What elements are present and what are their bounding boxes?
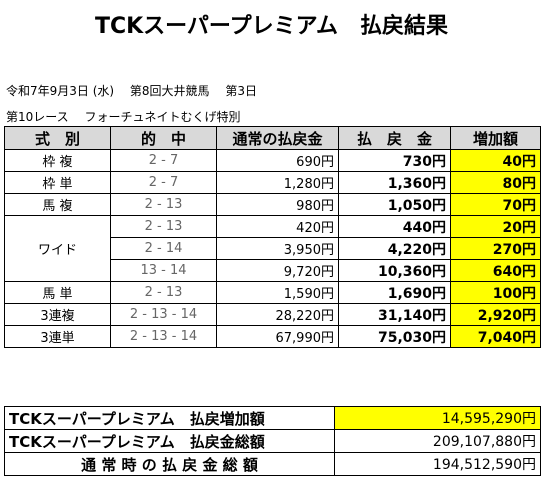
summary-label: TCKスーパープレミアム 払戻金総額 — [4, 429, 335, 453]
payout: 1,050円 — [338, 193, 451, 216]
increase: 640円 — [450, 259, 541, 282]
table-row: ワイド 2 - 13 420円 440円 20円 — [4, 215, 541, 282]
increase: 100円 — [450, 281, 541, 304]
normal-payout: 1,280円 — [216, 171, 339, 194]
summary-label: TCKスーパープレミアム 払戻増加額 — [4, 406, 335, 430]
summary-value: 209,107,880円 — [334, 429, 541, 453]
normal-payout: 980円 — [216, 193, 339, 216]
increase: 270円 — [450, 237, 541, 260]
bet-type: 3連単 — [4, 325, 111, 348]
increase: 70円 — [450, 193, 541, 216]
winning-combination: 2 - 13 - 14 — [110, 303, 217, 326]
payout: 31,140円 — [338, 303, 451, 326]
normal-payout: 420円 — [216, 215, 339, 238]
payout: 1,690円 — [338, 281, 451, 304]
payout: 1,360円 — [338, 171, 451, 194]
normal-payout: 9,720円 — [216, 259, 339, 282]
summary-row: TCKスーパープレミアム 払戻増加額 14,595,290円 — [4, 406, 541, 430]
increase: 80円 — [450, 171, 541, 194]
header-type: 式 別 — [4, 126, 111, 150]
winning-combination: 2 - 13 - 14 — [110, 325, 217, 348]
bet-type: 馬 単 — [4, 281, 111, 304]
winning-combination: 2 - 7 — [110, 149, 217, 172]
summary-row: TCKスーパープレミアム 払戻金総額 209,107,880円 — [4, 429, 541, 453]
summary-value: 194,512,590円 — [334, 452, 541, 476]
race-name-line: 第10レース フォーチュネイトむくげ特別 — [6, 110, 241, 124]
summary-label: 通 常 時 の 払 戻 金 総 額 — [4, 452, 335, 476]
increase: 20円 — [450, 215, 541, 238]
payout: 75,030円 — [338, 325, 451, 348]
increase: 7,040円 — [450, 325, 541, 348]
increase: 2,920円 — [450, 303, 541, 326]
winning-combination: 2 - 13 — [110, 193, 217, 216]
table-row: 馬 単 2 - 13 1,590円 1,690円 100円 — [4, 281, 541, 304]
summary-value: 14,595,290円 — [334, 406, 541, 430]
normal-payout: 67,990円 — [216, 325, 339, 348]
table-row: 3連単 2 - 13 - 14 67,990円 75,030円 7,040円 — [4, 325, 541, 348]
normal-payout: 1,590円 — [216, 281, 339, 304]
winning-combination: 2 - 13 — [110, 215, 217, 238]
payout: 10,360円 — [338, 259, 451, 282]
payout: 440円 — [338, 215, 451, 238]
race-date-line: 令和7年9月3日 (水) 第8回大井競馬 第3日 — [6, 84, 257, 98]
bet-type: 枠 単 — [4, 171, 111, 194]
payout: 4,220円 — [338, 237, 451, 260]
header-payout: 払 戻 金 — [338, 126, 451, 150]
normal-payout: 28,220円 — [216, 303, 339, 326]
payout-table: 式 別 的 中 通常の払戻金 払 戻 金 増加額 枠 複 2 - 7 690円 … — [4, 126, 541, 348]
bet-type: ワイド — [4, 215, 111, 282]
page-title: TCKスーパープレミアム 払戻結果 — [94, 14, 449, 39]
normal-payout: 3,950円 — [216, 237, 339, 260]
bet-type: 馬 複 — [4, 193, 111, 216]
table-row: 3連複 2 - 13 - 14 28,220円 31,140円 2,920円 — [4, 303, 541, 326]
table-row: 馬 複 2 - 13 980円 1,050円 70円 — [4, 193, 541, 216]
table-row: 枠 単 2 - 7 1,280円 1,360円 80円 — [4, 171, 541, 194]
summary-row: 通 常 時 の 払 戻 金 総 額 194,512,590円 — [4, 452, 541, 476]
winning-combination: 2 - 7 — [110, 171, 217, 194]
summary-table: TCKスーパープレミアム 払戻増加額 14,595,290円 TCKスーパープレ… — [4, 406, 541, 476]
bet-type: 枠 複 — [4, 149, 111, 172]
normal-payout: 690円 — [216, 149, 339, 172]
payout: 730円 — [338, 149, 451, 172]
winning-combination: 2 - 14 — [110, 237, 217, 260]
header-increase: 増加額 — [450, 126, 541, 150]
header-normal-payout: 通常の払戻金 — [216, 126, 339, 150]
winning-combination: 13 - 14 — [110, 259, 217, 282]
header-combination: 的 中 — [110, 126, 217, 150]
table-row: 枠 複 2 - 7 690円 730円 40円 — [4, 149, 541, 172]
winning-combination: 2 - 13 — [110, 281, 217, 304]
bet-type: 3連複 — [4, 303, 111, 326]
header-row: 式 別 的 中 通常の払戻金 払 戻 金 増加額 — [4, 126, 541, 150]
increase: 40円 — [450, 149, 541, 172]
